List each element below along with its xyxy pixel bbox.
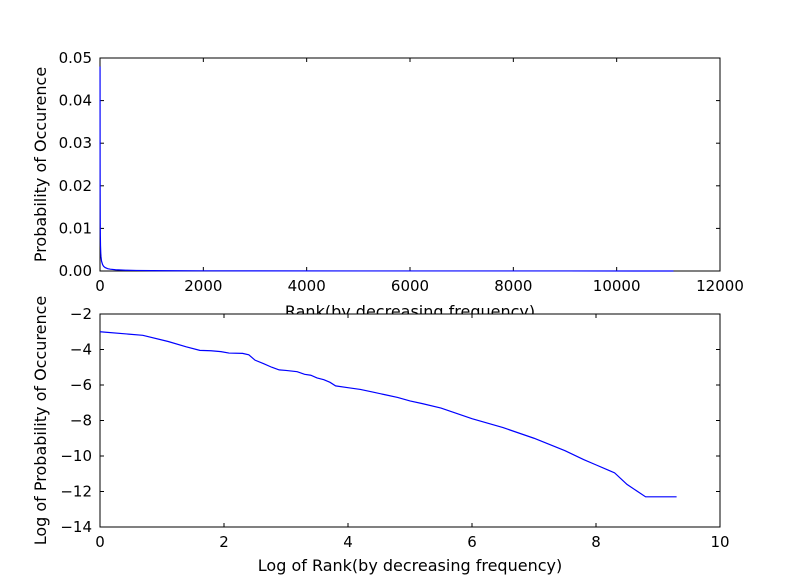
- bottom-y-axis-label: Log of Probability of Occurence: [31, 296, 50, 546]
- top-x-tick-label: 10000: [593, 277, 641, 295]
- bottom-series-line: [99, 331, 677, 498]
- top-subplot: 0 2000 4000 6000 8000 10000 12000 0.00 0.01 0.02 0…: [31, 49, 744, 321]
- bottom-x-tick-label: 4: [343, 533, 353, 551]
- top-y-tick-label: 0.03: [59, 134, 92, 152]
- top-x-tick-label: 4000: [288, 277, 326, 295]
- bottom-y-tick-label: −10: [60, 447, 92, 465]
- top-y-tick-label: 0.00: [59, 262, 92, 280]
- bottom-x-tick-label: 6: [467, 533, 477, 551]
- bottom-plot-frame: [99, 313, 721, 528]
- top-x-tick-label: 6000: [391, 277, 429, 295]
- top-x-tick-label: 2000: [184, 277, 222, 295]
- bottom-ticks: [99, 313, 721, 528]
- top-x-tick-label: 12000: [696, 277, 744, 295]
- top-ticks: [99, 57, 721, 272]
- top-x-tick-label: 0: [95, 277, 105, 295]
- bottom-y-tick-label: −14: [60, 518, 92, 536]
- bottom-y-tick-label: −2: [70, 305, 92, 323]
- bottom-tick-labels: 0 2 4 6 8 10 −14 −12 −10 −8 −6 −4 −2: [60, 305, 729, 551]
- bottom-y-tick-label: −12: [60, 483, 92, 501]
- top-tick-labels: 0 2000 4000 6000 8000 10000 12000 0.00 0.01 0.02 0…: [59, 49, 744, 295]
- top-y-axis-label: Probability of Occurence: [31, 67, 50, 262]
- bottom-subplot: 0 2 4 6 8 10 −14 −12 −10 −8 −6 −4 −2 Log of Rank(by …: [31, 296, 730, 575]
- bottom-x-tick-label: 0: [95, 533, 105, 551]
- top-x-tick-label: 8000: [494, 277, 532, 295]
- bottom-x-tick-label: 2: [219, 533, 229, 551]
- top-y-tick-label: 0.05: [59, 49, 92, 67]
- bottom-y-tick-label: −8: [70, 412, 92, 430]
- top-series-line: [99, 66, 674, 272]
- top-y-tick-label: 0.02: [59, 177, 92, 195]
- bottom-x-tick-label: 10: [710, 533, 729, 551]
- bottom-y-tick-label: −4: [70, 341, 92, 359]
- top-plot-frame: [99, 57, 721, 272]
- top-y-tick-label: 0.01: [59, 219, 92, 237]
- top-y-tick-label: 0.04: [59, 92, 92, 110]
- bottom-x-tick-label: 8: [591, 533, 601, 551]
- bottom-x-axis-label: Log of Rank(by decreasing frequency): [258, 556, 562, 575]
- bottom-y-tick-label: −6: [70, 376, 92, 394]
